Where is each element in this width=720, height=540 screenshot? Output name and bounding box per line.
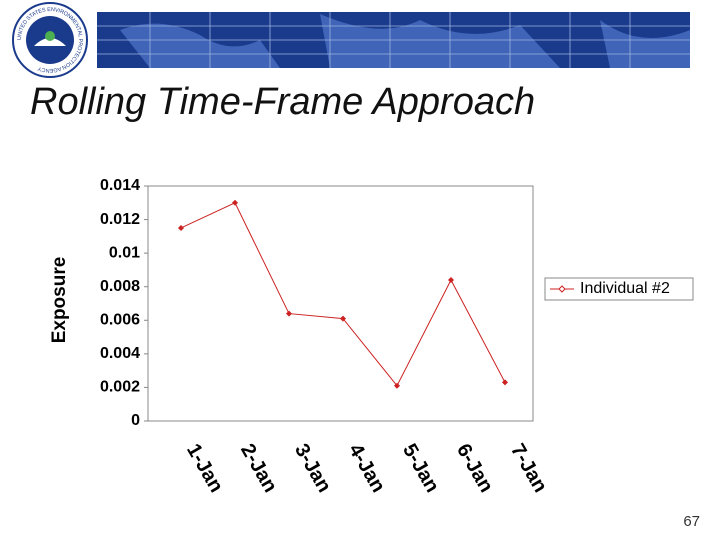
legend-label: Individual #2: [580, 280, 670, 297]
marker: [502, 379, 508, 386]
plot-area: [147, 185, 534, 422]
marker: [232, 199, 238, 206]
slide-title: Rolling Time-Frame Approach: [30, 81, 535, 123]
marker: [394, 382, 400, 389]
map-banner: [97, 12, 690, 69]
marker: [448, 277, 454, 283]
marker: [286, 310, 292, 317]
y-tick-label: 0.008: [100, 278, 140, 295]
y-tick-label: 0.002: [100, 379, 140, 396]
y-tick-label: 0.004: [100, 345, 140, 362]
legend-marker: [558, 285, 566, 293]
logo: UNITED STATES ENVIRONMENTAL PROTECTION A…: [12, 2, 88, 78]
legend-box: [544, 277, 694, 301]
y-tick-label: 0.006: [100, 312, 140, 329]
y-tick-label: 0.012: [100, 211, 140, 228]
y-tick-label: 0.01: [109, 244, 140, 261]
y-tick-label: 0: [131, 412, 140, 429]
y-axis-label: Exposure: [49, 257, 70, 344]
page-number: 67: [683, 513, 700, 530]
marker: [178, 224, 184, 231]
marker: [340, 315, 346, 322]
y-tick-label: 0.014: [100, 177, 140, 194]
